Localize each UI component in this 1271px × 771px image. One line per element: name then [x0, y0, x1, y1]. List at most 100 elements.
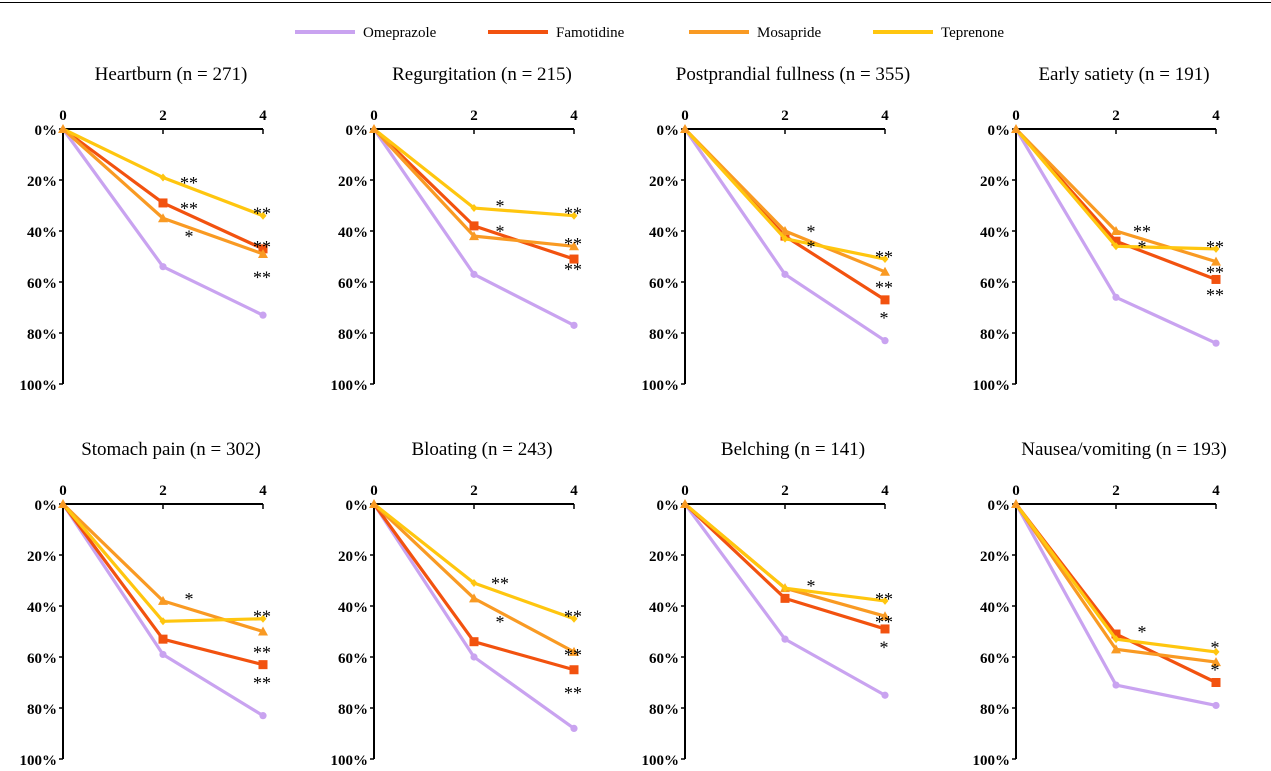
- significance-annotation: *: [185, 227, 194, 247]
- data-point-mosapride: [1211, 657, 1221, 667]
- y-tick-label: 0%: [346, 498, 369, 514]
- y-tick-label: 40%: [649, 600, 679, 616]
- data-point-mosapride: [1111, 226, 1121, 235]
- y-tick-label: 80%: [27, 327, 57, 343]
- y-tick-label: 20%: [980, 549, 1010, 565]
- significance-annotation: **: [875, 247, 893, 267]
- significance-annotation: *: [880, 308, 889, 328]
- data-point-mosapride: [780, 226, 790, 235]
- data-point-famotidine: [158, 634, 168, 644]
- data-point-famotidine: [1111, 629, 1121, 639]
- data-point-famotidine: [1211, 274, 1221, 284]
- legend-label-mosapride: Mosapride: [757, 25, 821, 41]
- data-point-famotidine: [258, 660, 268, 670]
- significance-annotation: **: [253, 673, 271, 693]
- y-tick-label: 100%: [642, 378, 680, 394]
- panel-title: Regurgitation (n = 215): [392, 64, 572, 85]
- x-tick-label: 2: [781, 483, 789, 499]
- y-tick-label: 60%: [338, 276, 368, 292]
- y-tick-label: 100%: [642, 753, 680, 769]
- panel-6: Bloating (n = 243)0 2 40%20%40%60%80%100%*…: [331, 439, 583, 769]
- data-point-famotidine: [258, 244, 268, 254]
- y-tick-label: 100%: [973, 753, 1011, 769]
- series-line-famotidine: [1014, 503, 1217, 684]
- data-point-teprenone: [570, 614, 578, 623]
- y-tick-label: 60%: [338, 651, 368, 667]
- significance-annotation: *: [496, 221, 505, 241]
- significance-annotation: *: [185, 589, 194, 609]
- y-tick-label: 20%: [338, 549, 368, 565]
- y-tick-label: 20%: [27, 549, 57, 565]
- origin-point: [369, 499, 379, 508]
- y-tick-label: 20%: [649, 549, 679, 565]
- significance-annotation: **: [564, 683, 582, 703]
- data-point-teprenone: [159, 173, 167, 182]
- y-tick-label: 0%: [657, 123, 680, 139]
- x-tick-label: 2: [470, 108, 478, 124]
- y-tick-label: 40%: [338, 225, 368, 241]
- data-point-omeprazole: [570, 321, 578, 329]
- panel-title: Stomach pain (n = 302): [81, 439, 261, 460]
- panel-8: Nausea/vomiting (n = 193)0 2 40%20%40%60%8…: [973, 439, 1227, 769]
- panel-title: Early satiety (n = 191): [1038, 64, 1209, 85]
- data-point-famotidine: [469, 637, 479, 647]
- data-point-teprenone: [159, 617, 167, 626]
- y-tick-label: 0%: [346, 123, 369, 139]
- data-point-mosapride: [880, 266, 890, 276]
- data-point-mosapride: [258, 248, 268, 258]
- significance-annotation: **: [253, 204, 271, 224]
- data-point-mosapride: [158, 595, 168, 605]
- y-tick-label: 100%: [973, 378, 1011, 394]
- origin-point: [1011, 499, 1021, 508]
- y-tick-label: 40%: [27, 225, 57, 241]
- y-tick-label: 80%: [980, 702, 1010, 718]
- y-tick-label: 100%: [331, 378, 369, 394]
- data-point-famotidine: [1211, 678, 1221, 687]
- y-tick-label: 0%: [35, 123, 58, 139]
- significance-annotation: *: [807, 237, 816, 257]
- data-point-teprenone: [1112, 635, 1120, 644]
- significance-annotation: **: [253, 642, 271, 662]
- series-line-famotidine: [1014, 127, 1217, 281]
- significance-annotation: **: [253, 237, 271, 257]
- panel-title: Postprandial fullness (n = 355): [676, 64, 910, 85]
- x-tick-label: 0: [1012, 483, 1020, 499]
- y-tick-label: 80%: [649, 702, 679, 718]
- x-tick-label: 4: [570, 483, 578, 499]
- significance-annotation: **: [253, 607, 271, 627]
- significance-annotation: **: [564, 645, 582, 665]
- data-point-famotidine: [1111, 236, 1121, 246]
- significance-annotation: *: [807, 221, 816, 241]
- data-point-omeprazole: [1112, 681, 1120, 689]
- data-point-omeprazole: [1212, 701, 1220, 710]
- data-point-teprenone: [570, 211, 578, 220]
- y-tick-label: 100%: [331, 753, 369, 769]
- y-tick-label: 20%: [27, 174, 57, 190]
- y-tick-label: 80%: [27, 702, 57, 718]
- panel-3: Postprandial fullness (n = 355)0 2 40%20%4…: [642, 64, 911, 394]
- x-tick-label: 4: [881, 108, 889, 124]
- x-tick-label: 4: [881, 483, 889, 499]
- y-tick-label: 0%: [988, 123, 1011, 139]
- data-point-teprenone: [1112, 242, 1120, 251]
- y-tick-label: 80%: [980, 327, 1010, 343]
- x-tick-label: 0: [681, 483, 689, 499]
- significance-annotation: *: [496, 196, 505, 216]
- data-point-famotidine: [569, 665, 579, 675]
- significance-annotation: *: [880, 637, 889, 657]
- y-tick-label: 100%: [20, 753, 58, 769]
- y-tick-label: 60%: [649, 276, 679, 292]
- y-tick-label: 0%: [35, 498, 58, 514]
- legend-label-omeprazole: Omeprazole: [363, 25, 437, 41]
- x-tick-label: 2: [781, 108, 789, 124]
- data-point-teprenone: [781, 234, 789, 243]
- x-tick-label: 2: [1112, 108, 1120, 124]
- data-point-teprenone: [470, 204, 478, 213]
- x-tick-label: 2: [470, 483, 478, 499]
- significance-annotation: *: [1211, 637, 1220, 657]
- panel-title: Nausea/vomiting (n = 193): [1021, 439, 1226, 460]
- x-tick-label: 4: [1212, 483, 1220, 499]
- y-tick-label: 60%: [649, 651, 679, 667]
- y-tick-label: 20%: [649, 174, 679, 190]
